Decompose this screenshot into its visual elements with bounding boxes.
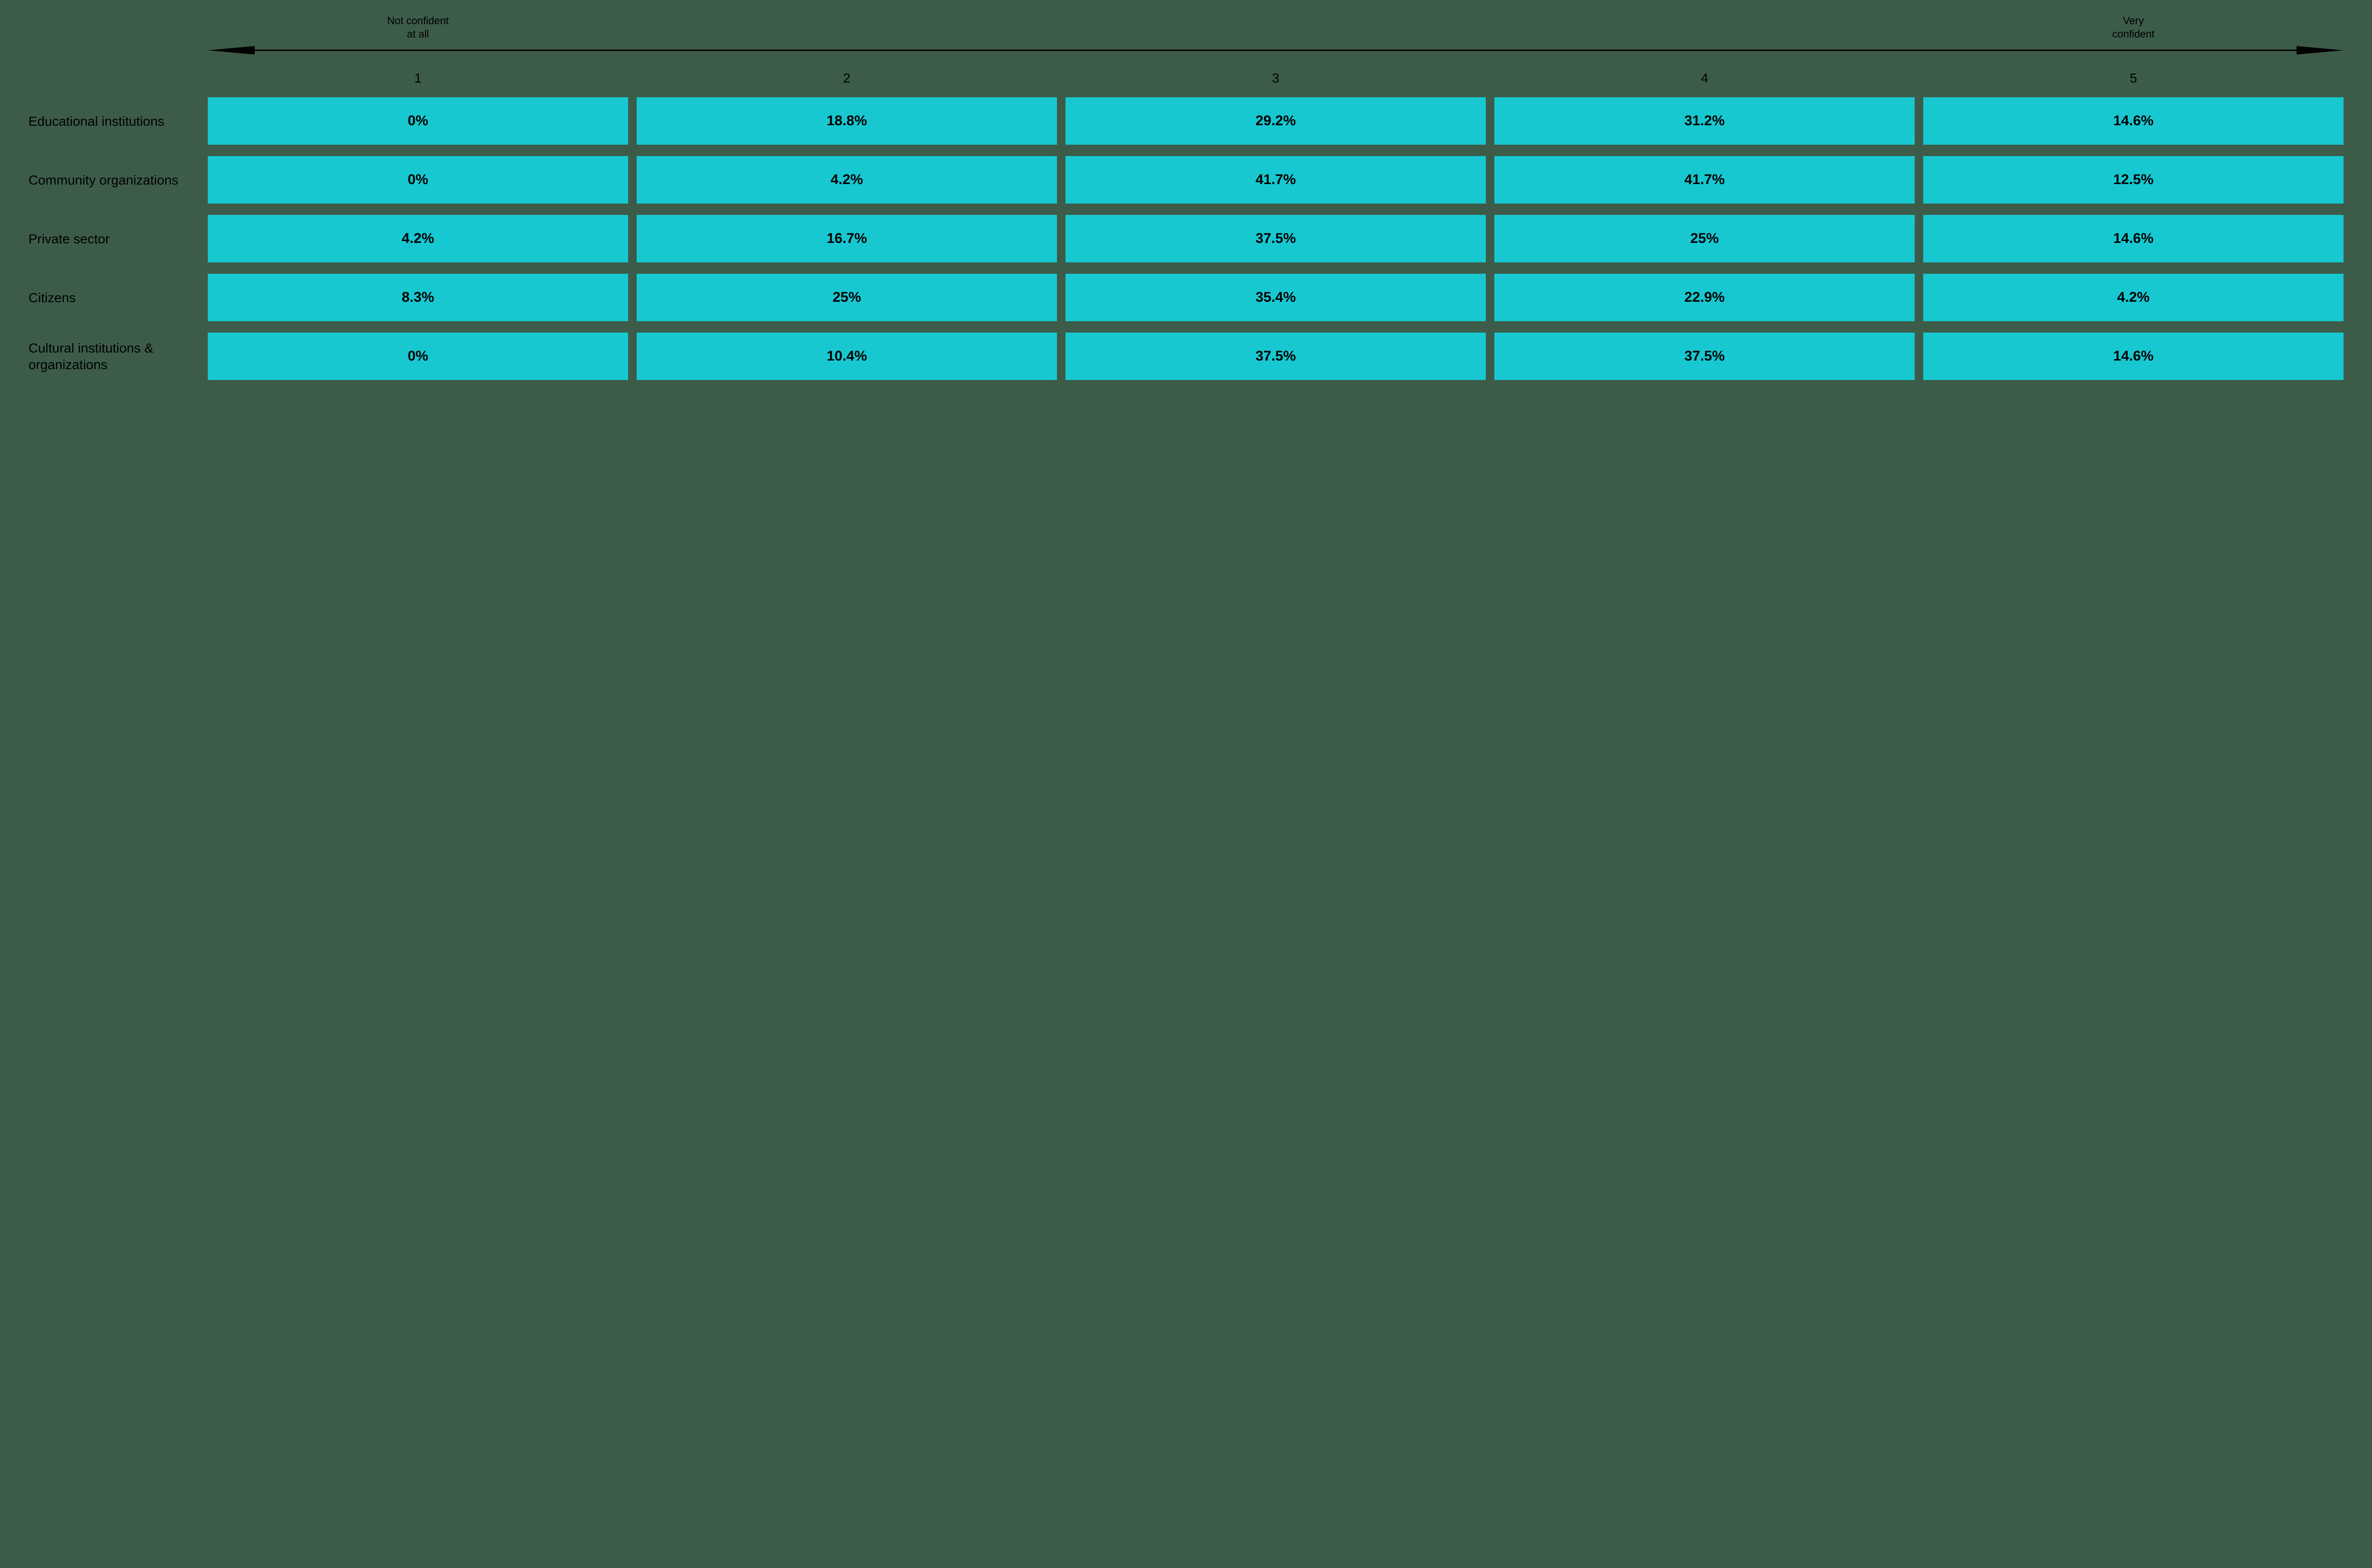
column-header: 2	[637, 71, 1057, 86]
heatmap-cell: 16.7%	[637, 215, 1057, 262]
heatmap-cell: 31.2%	[1494, 97, 1915, 145]
row-label: Private sector	[28, 231, 199, 247]
heatmap-cell: 25%	[1494, 215, 1915, 262]
scale-label-row: Not confidentat all Veryconfident	[28, 14, 2344, 40]
heatmap-cell: 14.6%	[1923, 97, 2344, 145]
heatmap-cell: 41.7%	[1494, 156, 1915, 204]
heatmap-cell: 14.6%	[1923, 333, 2344, 380]
scale-arrow-row	[28, 43, 2344, 57]
heatmap-cell: 0%	[208, 156, 628, 204]
heatmap-cell: 37.5%	[1066, 215, 1486, 262]
column-header: 4	[1494, 71, 1915, 86]
heatmap-cell: 14.6%	[1923, 215, 2344, 262]
heatmap-cell: 37.5%	[1066, 333, 1486, 380]
heatmap-cell: 4.2%	[208, 215, 628, 262]
heatmap-cell: 0%	[208, 333, 628, 380]
heatmap-cell: 0%	[208, 97, 628, 145]
heatmap-cell: 29.2%	[1066, 97, 1486, 145]
scale-label-right: Veryconfident	[1923, 14, 2344, 40]
heatmap-cell: 35.4%	[1066, 274, 1486, 321]
row-label: Educational institutions	[28, 113, 199, 130]
heatmap-grid: 1 2 3 4 5 Educational institutions0%18.8…	[28, 71, 2344, 380]
heatmap-cell: 4.2%	[1923, 274, 2344, 321]
scale-label-left: Not confidentat all	[208, 14, 628, 40]
heatmap-cell: 41.7%	[1066, 156, 1486, 204]
scale-arrow	[208, 43, 2344, 57]
column-header: 5	[1923, 71, 2344, 86]
row-label: Cultural institutions & organizations	[28, 340, 199, 373]
confidence-heatmap: Not confidentat all Veryconfident 1 2 3 …	[0, 0, 2372, 404]
row-label: Citizens	[28, 289, 199, 306]
heatmap-cell: 12.5%	[1923, 156, 2344, 204]
heatmap-cell: 10.4%	[637, 333, 1057, 380]
column-header: 1	[208, 71, 628, 86]
column-header: 3	[1066, 71, 1486, 86]
heatmap-cell: 37.5%	[1494, 333, 1915, 380]
heatmap-cell: 18.8%	[637, 97, 1057, 145]
heatmap-cell: 22.9%	[1494, 274, 1915, 321]
row-label: Community organizations	[28, 172, 199, 188]
heatmap-cell: 8.3%	[208, 274, 628, 321]
heatmap-cell: 25%	[637, 274, 1057, 321]
heatmap-cell: 4.2%	[637, 156, 1057, 204]
